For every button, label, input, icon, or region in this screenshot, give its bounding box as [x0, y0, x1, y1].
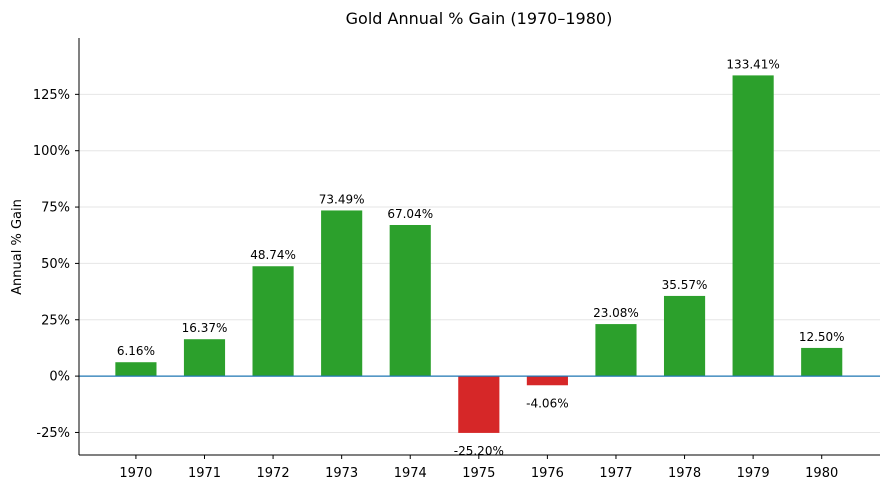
x-tick-label: 1980 [805, 466, 838, 481]
x-tick-label: 1974 [394, 466, 427, 481]
bar-1975 [458, 376, 500, 433]
x-tick-label: 1977 [599, 466, 632, 481]
y-tick-label: 25% [41, 313, 70, 328]
x-tick-label: 1973 [325, 466, 358, 481]
y-tick-label: 50% [41, 257, 70, 272]
y-tick-label: 0% [49, 370, 70, 385]
chart-title: Gold Annual % Gain (1970–1980) [346, 9, 613, 28]
data-label: 6.16% [117, 344, 155, 358]
y-tick-label: 100% [33, 144, 70, 159]
data-label: 35.57% [662, 278, 708, 292]
y-tick-label: 125% [33, 88, 70, 103]
x-tick-label: 1975 [462, 466, 495, 481]
data-label: -25.20% [454, 444, 504, 458]
data-labels: 6.16% 16.37% 48.74% 73.49% 67.04% -25.20% -4.0… [117, 57, 845, 458]
bar-1979 [732, 75, 774, 377]
bar-1980 [801, 347, 843, 377]
axes: -25% 0% 25% 50% 75% 100% 125% 1970 1971 1972 1973 1… [33, 38, 880, 481]
bar-1974 [389, 224, 431, 377]
data-label: 48.74% [250, 248, 296, 262]
data-label: 12.50% [799, 330, 845, 344]
bar-1971 [183, 339, 226, 377]
data-label: 67.04% [387, 207, 433, 221]
y-tick-label: 75% [41, 201, 70, 216]
y-tick-label: -25% [36, 426, 70, 441]
x-tick-label: 1971 [188, 466, 221, 481]
data-label: 16.37% [182, 321, 228, 335]
x-tick-label: 1970 [119, 466, 152, 481]
x-tick-label: 1972 [257, 466, 290, 481]
data-label: 133.41% [726, 57, 779, 71]
data-label: 23.08% [593, 306, 639, 320]
data-label: 73.49% [319, 192, 365, 206]
x-tick-label: 1978 [668, 466, 701, 481]
bar-1978 [663, 295, 706, 377]
x-tick-label: 1976 [531, 466, 564, 481]
bars [115, 75, 843, 433]
bar-1977 [595, 324, 637, 377]
data-label: -4.06% [526, 396, 568, 410]
y-axis-label: Annual % Gain [10, 199, 25, 295]
bar-1976 [526, 376, 568, 386]
x-tick-label: 1979 [737, 466, 770, 481]
bar-1972 [252, 266, 294, 377]
bar-1973 [321, 210, 363, 377]
bar-1970 [115, 362, 157, 377]
